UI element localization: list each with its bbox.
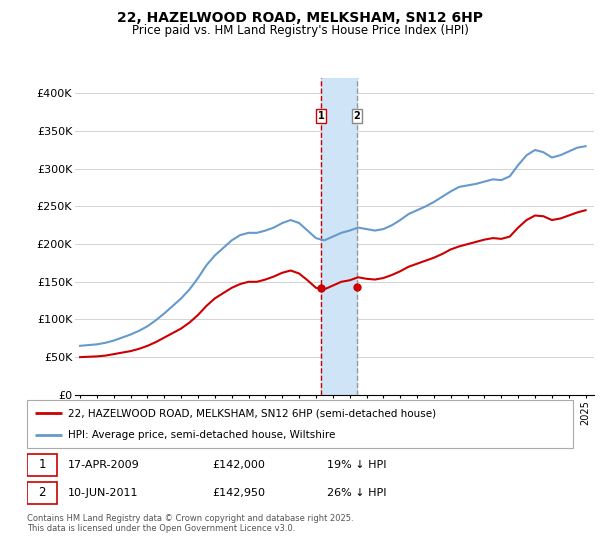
Text: HPI: Average price, semi-detached house, Wiltshire: HPI: Average price, semi-detached house,… xyxy=(68,430,335,440)
Text: 10-JUN-2011: 10-JUN-2011 xyxy=(68,488,139,498)
Text: 1: 1 xyxy=(317,111,324,122)
FancyBboxPatch shape xyxy=(27,400,573,448)
Text: 1: 1 xyxy=(38,458,46,472)
FancyBboxPatch shape xyxy=(27,454,57,476)
Text: 2: 2 xyxy=(38,486,46,500)
Text: 22, HAZELWOOD ROAD, MELKSHAM, SN12 6HP (semi-detached house): 22, HAZELWOOD ROAD, MELKSHAM, SN12 6HP (… xyxy=(68,408,436,418)
Text: 22, HAZELWOOD ROAD, MELKSHAM, SN12 6HP: 22, HAZELWOOD ROAD, MELKSHAM, SN12 6HP xyxy=(117,11,483,25)
FancyBboxPatch shape xyxy=(27,482,57,504)
Text: 19% ↓ HPI: 19% ↓ HPI xyxy=(328,460,387,470)
Bar xyxy=(321,78,357,395)
Text: £142,000: £142,000 xyxy=(212,460,266,470)
Text: £142,950: £142,950 xyxy=(212,488,266,498)
Text: Contains HM Land Registry data © Crown copyright and database right 2025.
This d: Contains HM Land Registry data © Crown c… xyxy=(27,514,353,534)
Text: 26% ↓ HPI: 26% ↓ HPI xyxy=(328,488,387,498)
Text: 17-APR-2009: 17-APR-2009 xyxy=(68,460,140,470)
Text: Price paid vs. HM Land Registry's House Price Index (HPI): Price paid vs. HM Land Registry's House … xyxy=(131,24,469,36)
Text: 2: 2 xyxy=(354,111,361,122)
